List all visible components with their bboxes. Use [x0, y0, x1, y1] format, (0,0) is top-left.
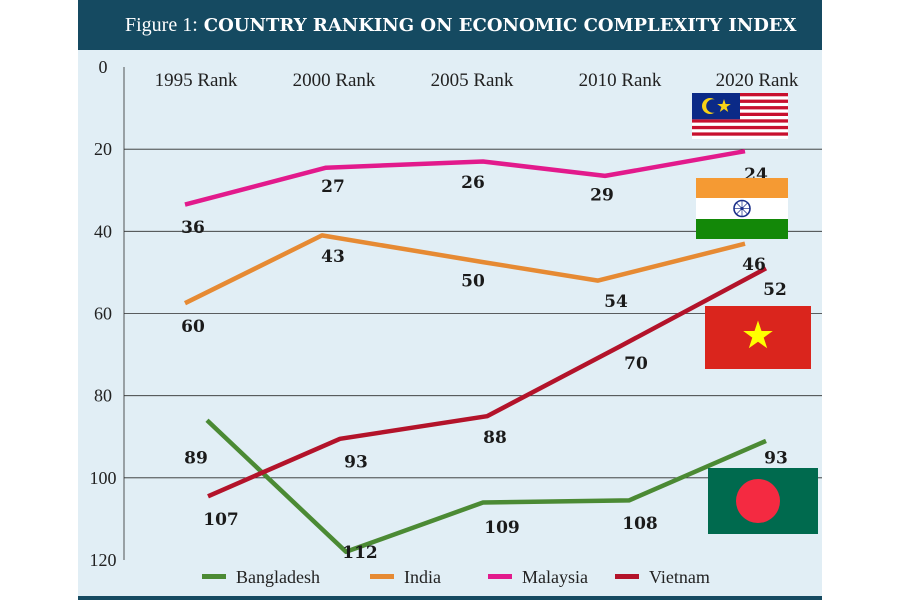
bangladesh-flag-icon — [708, 468, 818, 534]
x-category-label: 2000 Rank — [293, 70, 376, 91]
y-tick-label: 20 — [94, 139, 112, 159]
series-line-vietnam — [207, 266, 768, 499]
data-label-vietnam: 52 — [763, 280, 787, 300]
data-label-india: 43 — [321, 247, 345, 267]
data-label-bangladesh: 108 — [622, 514, 658, 534]
series-line-malaysia — [184, 148, 746, 207]
y-tick-label: 60 — [94, 304, 112, 324]
data-label-vietnam: 70 — [624, 354, 648, 374]
y-tick-label: 40 — [94, 221, 112, 241]
figure-label: Figure 1: — [125, 13, 198, 36]
series-line-india — [184, 233, 746, 306]
data-label-bangladesh: 112 — [342, 543, 378, 563]
x-category-label: 2020 Rank — [716, 70, 799, 91]
legend-label-bangladesh: Bangladesh — [236, 567, 320, 587]
data-label-bangladesh: 109 — [484, 518, 520, 538]
legend-swatch-malaysia — [488, 574, 512, 579]
india-flag-icon — [696, 178, 788, 239]
data-label-vietnam: 107 — [203, 510, 239, 530]
data-label-india: 46 — [742, 255, 766, 275]
legend-label-malaysia: Malaysia — [522, 567, 588, 587]
y-tick-label: 100 — [90, 468, 117, 488]
data-label-malaysia: 26 — [461, 173, 485, 193]
y-tick-label: 0 — [99, 57, 108, 77]
legend-label-india: India — [404, 567, 441, 587]
x-category-label: 1995 Rank — [155, 70, 238, 91]
data-label-india: 54 — [604, 292, 628, 312]
data-label-vietnam: 93 — [344, 452, 368, 472]
figure-header: Figure 1: COUNTRY RANKING ON ECONOMIC CO… — [78, 0, 822, 50]
legend-swatch-bangladesh — [202, 574, 226, 579]
chart-title: COUNTRY RANKING ON ECONOMIC COMPLEXITY I… — [203, 14, 797, 36]
vietnam-flag-icon — [705, 306, 811, 369]
y-tick-label: 80 — [94, 386, 112, 406]
legend-label-vietnam: Vietnam — [649, 567, 710, 587]
legend-swatch-vietnam — [615, 574, 639, 579]
malaysia-flag-icon — [692, 93, 788, 139]
data-label-vietnam: 88 — [483, 428, 507, 448]
data-label-malaysia: 27 — [321, 177, 345, 197]
bottom-bar — [78, 596, 822, 600]
x-category-label: 2005 Rank — [431, 70, 514, 91]
data-label-malaysia: 36 — [181, 218, 205, 238]
data-label-bangladesh: 89 — [184, 448, 208, 468]
legend-swatch-india — [370, 574, 394, 579]
data-label-india: 60 — [181, 317, 205, 337]
series-line-bangladesh — [205, 418, 767, 555]
data-label-malaysia: 29 — [590, 185, 614, 205]
y-tick-label: 120 — [90, 550, 117, 570]
x-category-label: 2010 Rank — [579, 70, 662, 91]
data-label-bangladesh: 93 — [764, 448, 788, 468]
data-label-india: 50 — [461, 272, 485, 292]
